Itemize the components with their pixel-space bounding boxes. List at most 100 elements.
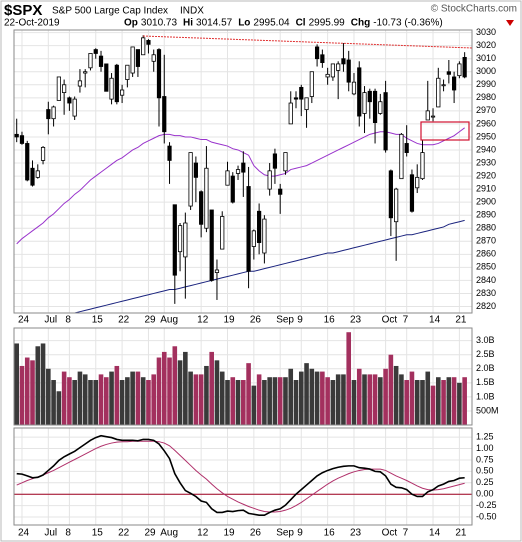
volume-bar: [451, 377, 457, 425]
volume-bar: [209, 351, 214, 425]
candle-body: [336, 63, 341, 71]
volume-bar: [193, 374, 199, 425]
candle-body: [77, 80, 83, 87]
y-tick-label: 2860: [476, 249, 496, 259]
candle-body: [288, 102, 293, 125]
candle-body: [351, 81, 357, 95]
candle-body: [225, 170, 230, 186]
quote-label: Hi: [183, 18, 193, 29]
candle-body: [299, 86, 304, 100]
indicator-line: [16, 434, 465, 516]
y-tick-label: 1.00: [476, 443, 494, 453]
volume-bar: [356, 368, 362, 425]
candle-body: [325, 73, 330, 78]
candle-body: [135, 49, 141, 67]
y-tick-label: 2.5B: [476, 349, 495, 359]
candle-body: [425, 110, 430, 121]
volume-bar: [188, 371, 193, 425]
candle-body: [230, 175, 235, 203]
candle-body: [125, 64, 130, 80]
volume-bar: [14, 343, 19, 425]
volume-bar: [235, 380, 241, 425]
volume-bar: [167, 357, 172, 425]
candle-body: [120, 89, 125, 96]
volume-bar: [177, 360, 183, 425]
y-tick-label: 3030: [476, 27, 496, 37]
candle-body: [214, 269, 220, 273]
candle-body: [457, 63, 462, 77]
candle-body: [56, 76, 61, 101]
candle-body: [98, 55, 104, 67]
candle-body: [452, 76, 457, 91]
candle-body: [441, 84, 446, 87]
x-tick-label: 22: [118, 315, 130, 326]
volume-bar: [140, 377, 146, 425]
candle-body: [177, 225, 183, 253]
y-tick-label: 2900: [476, 197, 496, 207]
volume-bar: [40, 343, 46, 425]
volume-bar: [409, 371, 415, 425]
volume-bar: [430, 385, 436, 425]
volume-bar: [335, 374, 341, 425]
volume-bar: [51, 380, 56, 425]
y-tick-label: 2950: [476, 131, 496, 141]
x-tick-label: 24: [18, 315, 30, 326]
volume-bar: [267, 377, 272, 425]
y-tick-label: 500M: [476, 405, 499, 415]
trend-line: [142, 35, 473, 49]
volume-bar: [457, 382, 462, 425]
candle-body: [188, 152, 193, 207]
volume-bar: [346, 332, 352, 425]
y-tick-label: 0.75: [476, 454, 494, 464]
indicator-line: [16, 440, 465, 513]
y-tick-label: 2.0B: [476, 363, 495, 373]
candle-body: [19, 135, 25, 144]
volume-bar: [241, 380, 246, 425]
volume-bar: [146, 380, 151, 425]
candle-body: [67, 97, 72, 104]
candle-body: [330, 63, 336, 78]
y-tick-label: 3020: [476, 40, 496, 50]
x-tick-label: 8: [65, 315, 71, 326]
volume-bar: [77, 371, 83, 425]
candle-body: [430, 115, 436, 118]
volume-bar: [298, 371, 304, 425]
x-tick-label: 26: [250, 528, 262, 539]
x-tick-label: 7: [403, 315, 409, 326]
x-tick-label: 26: [250, 315, 262, 326]
x-tick-label: Aug: [160, 315, 178, 326]
candle-body: [415, 176, 420, 189]
x-tick-label: 16: [324, 528, 336, 539]
volume-bar: [93, 380, 99, 425]
volume-bar: [156, 357, 162, 425]
candle-body: [399, 133, 404, 180]
volume-bar: [446, 377, 452, 425]
x-tick-label: 24: [18, 528, 30, 539]
x-tick-label: 29: [144, 315, 156, 326]
panel-frame: [13, 427, 473, 526]
y-tick-label: 0.25: [476, 477, 494, 487]
candle-body: [156, 49, 162, 99]
candle-body: [278, 188, 283, 195]
volume-bar: [19, 365, 25, 425]
quote-value: 3010.73: [141, 18, 178, 29]
volume-bar: [378, 377, 383, 425]
x-tick-label: 12: [197, 315, 209, 326]
candle-body: [272, 153, 278, 169]
x-tick-label: Oct: [382, 528, 398, 539]
volume-bar: [330, 380, 336, 425]
y-tick-label: 2930: [476, 157, 496, 167]
candle-body: [88, 53, 93, 69]
volume-bar: [362, 374, 367, 425]
candle-body: [267, 170, 272, 190]
volume-bar: [119, 380, 125, 425]
volume-bar: [246, 363, 251, 425]
candle-body: [262, 218, 267, 254]
y-tick-label: 1.0B: [476, 391, 495, 401]
candle-body: [220, 216, 225, 250]
quote: Op 3010.73 Hi 3014.57 Lo 2995.04 Cl 2995.99 Chg -…: [124, 18, 443, 29]
candle-body: [257, 210, 262, 243]
candle-body: [309, 71, 314, 97]
date: 22-Oct-2019: [4, 18, 60, 29]
